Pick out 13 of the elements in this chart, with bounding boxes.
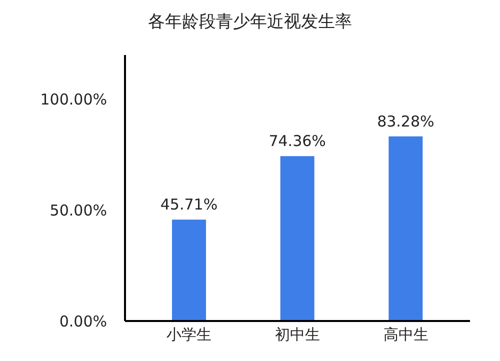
y-tick-label: 100.00% [40, 90, 107, 109]
y-tick-label: 50.00% [50, 201, 107, 220]
data-label: 74.36% [268, 132, 326, 150]
data-label: 83.28% [377, 112, 434, 130]
x-tick-label: 初中生 [275, 326, 320, 344]
y-tick-label: 0.00% [59, 312, 107, 330]
bar [172, 220, 206, 321]
x-tick-label: 小学生 [166, 326, 212, 344]
data-label: 45.71% [160, 196, 218, 214]
chart-title: 各年龄段青少年近视发生率 [147, 11, 353, 33]
bar [388, 136, 423, 321]
bar [280, 156, 314, 321]
x-tick-label: 高中生 [383, 326, 428, 344]
